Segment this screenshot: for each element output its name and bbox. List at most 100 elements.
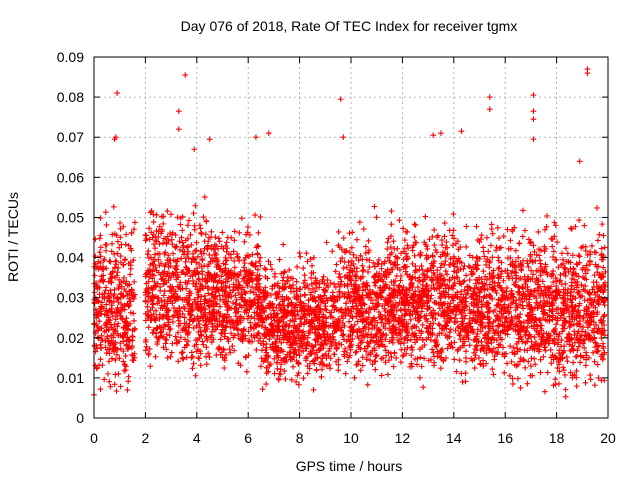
data-point <box>223 239 230 246</box>
data-point <box>269 266 275 273</box>
data-point <box>520 305 526 312</box>
data-point <box>335 367 342 374</box>
data-point <box>584 70 591 76</box>
data-point <box>176 305 182 311</box>
data-point <box>501 370 508 376</box>
data-point <box>576 158 583 165</box>
data-point <box>236 257 242 264</box>
data-point <box>259 386 266 392</box>
data-point <box>522 227 528 234</box>
data-point <box>158 297 165 303</box>
data-point <box>435 321 442 327</box>
x-tick-label: 6 <box>244 430 252 446</box>
data-point <box>166 294 172 301</box>
data-point <box>590 279 597 286</box>
data-point <box>195 292 202 298</box>
data-point <box>193 239 200 246</box>
data-point <box>155 295 162 301</box>
data-point <box>593 249 599 256</box>
data-point <box>601 377 607 384</box>
data-point <box>599 221 605 227</box>
data-point <box>186 308 192 315</box>
data-point <box>304 354 310 360</box>
data-point <box>187 311 194 318</box>
data-point <box>197 324 203 331</box>
data-point <box>191 296 198 303</box>
data-point <box>104 312 110 319</box>
data-point <box>160 281 167 287</box>
data-point <box>257 262 264 269</box>
data-point <box>146 255 152 261</box>
data-point <box>329 289 336 296</box>
data-point <box>190 251 196 257</box>
data-point <box>158 228 165 235</box>
data-point <box>166 326 173 333</box>
data-point <box>105 290 112 297</box>
data-point <box>493 290 500 296</box>
data-point <box>215 262 222 269</box>
data-point <box>241 238 248 245</box>
data-point <box>161 288 168 294</box>
data-point <box>340 134 347 141</box>
data-point <box>246 272 252 279</box>
data-point <box>177 221 184 228</box>
data-point <box>101 376 107 383</box>
data-point <box>279 323 286 330</box>
data-point <box>225 234 231 241</box>
data-point <box>125 373 132 380</box>
data-point <box>114 305 121 311</box>
data-point <box>411 252 418 259</box>
data-point <box>294 301 300 308</box>
data-point <box>537 356 544 363</box>
data-point <box>101 305 107 312</box>
data-point <box>109 240 115 247</box>
data-point <box>210 246 217 252</box>
x-tick-label: 4 <box>193 430 201 446</box>
data-point <box>171 291 178 297</box>
data-point <box>150 311 157 317</box>
data-point <box>402 237 408 243</box>
data-point <box>100 276 106 283</box>
data-point <box>239 215 245 222</box>
data-point <box>313 367 320 374</box>
data-point <box>196 321 202 327</box>
data-point <box>390 363 397 370</box>
data-point <box>255 229 262 236</box>
x-tick-label: 14 <box>446 430 462 446</box>
data-point <box>396 217 403 224</box>
data-point <box>286 267 292 273</box>
data-point <box>236 272 242 279</box>
x-tick-label: 18 <box>549 430 565 446</box>
data-point <box>184 266 191 273</box>
data-point <box>532 258 539 264</box>
data-point <box>109 346 115 353</box>
data-point <box>562 394 569 400</box>
data-point <box>209 320 216 327</box>
data-point <box>240 327 247 333</box>
data-point <box>92 253 99 259</box>
data-point <box>591 272 598 278</box>
data-point <box>183 294 189 301</box>
data-point <box>123 315 130 322</box>
data-point <box>169 231 175 238</box>
data-point <box>152 245 158 251</box>
data-point <box>280 319 287 325</box>
data-point <box>156 335 163 341</box>
data-point <box>295 348 302 354</box>
data-point <box>204 278 210 284</box>
data-point <box>186 322 193 328</box>
data-point <box>102 287 109 294</box>
data-point <box>203 278 209 285</box>
data-point <box>264 364 270 371</box>
data-point <box>114 346 121 353</box>
data-point <box>550 268 556 274</box>
data-point <box>126 338 133 345</box>
data-point <box>515 375 521 382</box>
data-point <box>296 250 303 256</box>
data-point <box>403 229 409 235</box>
data-point <box>388 221 395 227</box>
data-point <box>219 229 226 236</box>
data-point <box>179 355 186 361</box>
data-point <box>530 108 537 114</box>
data-point <box>103 247 109 254</box>
